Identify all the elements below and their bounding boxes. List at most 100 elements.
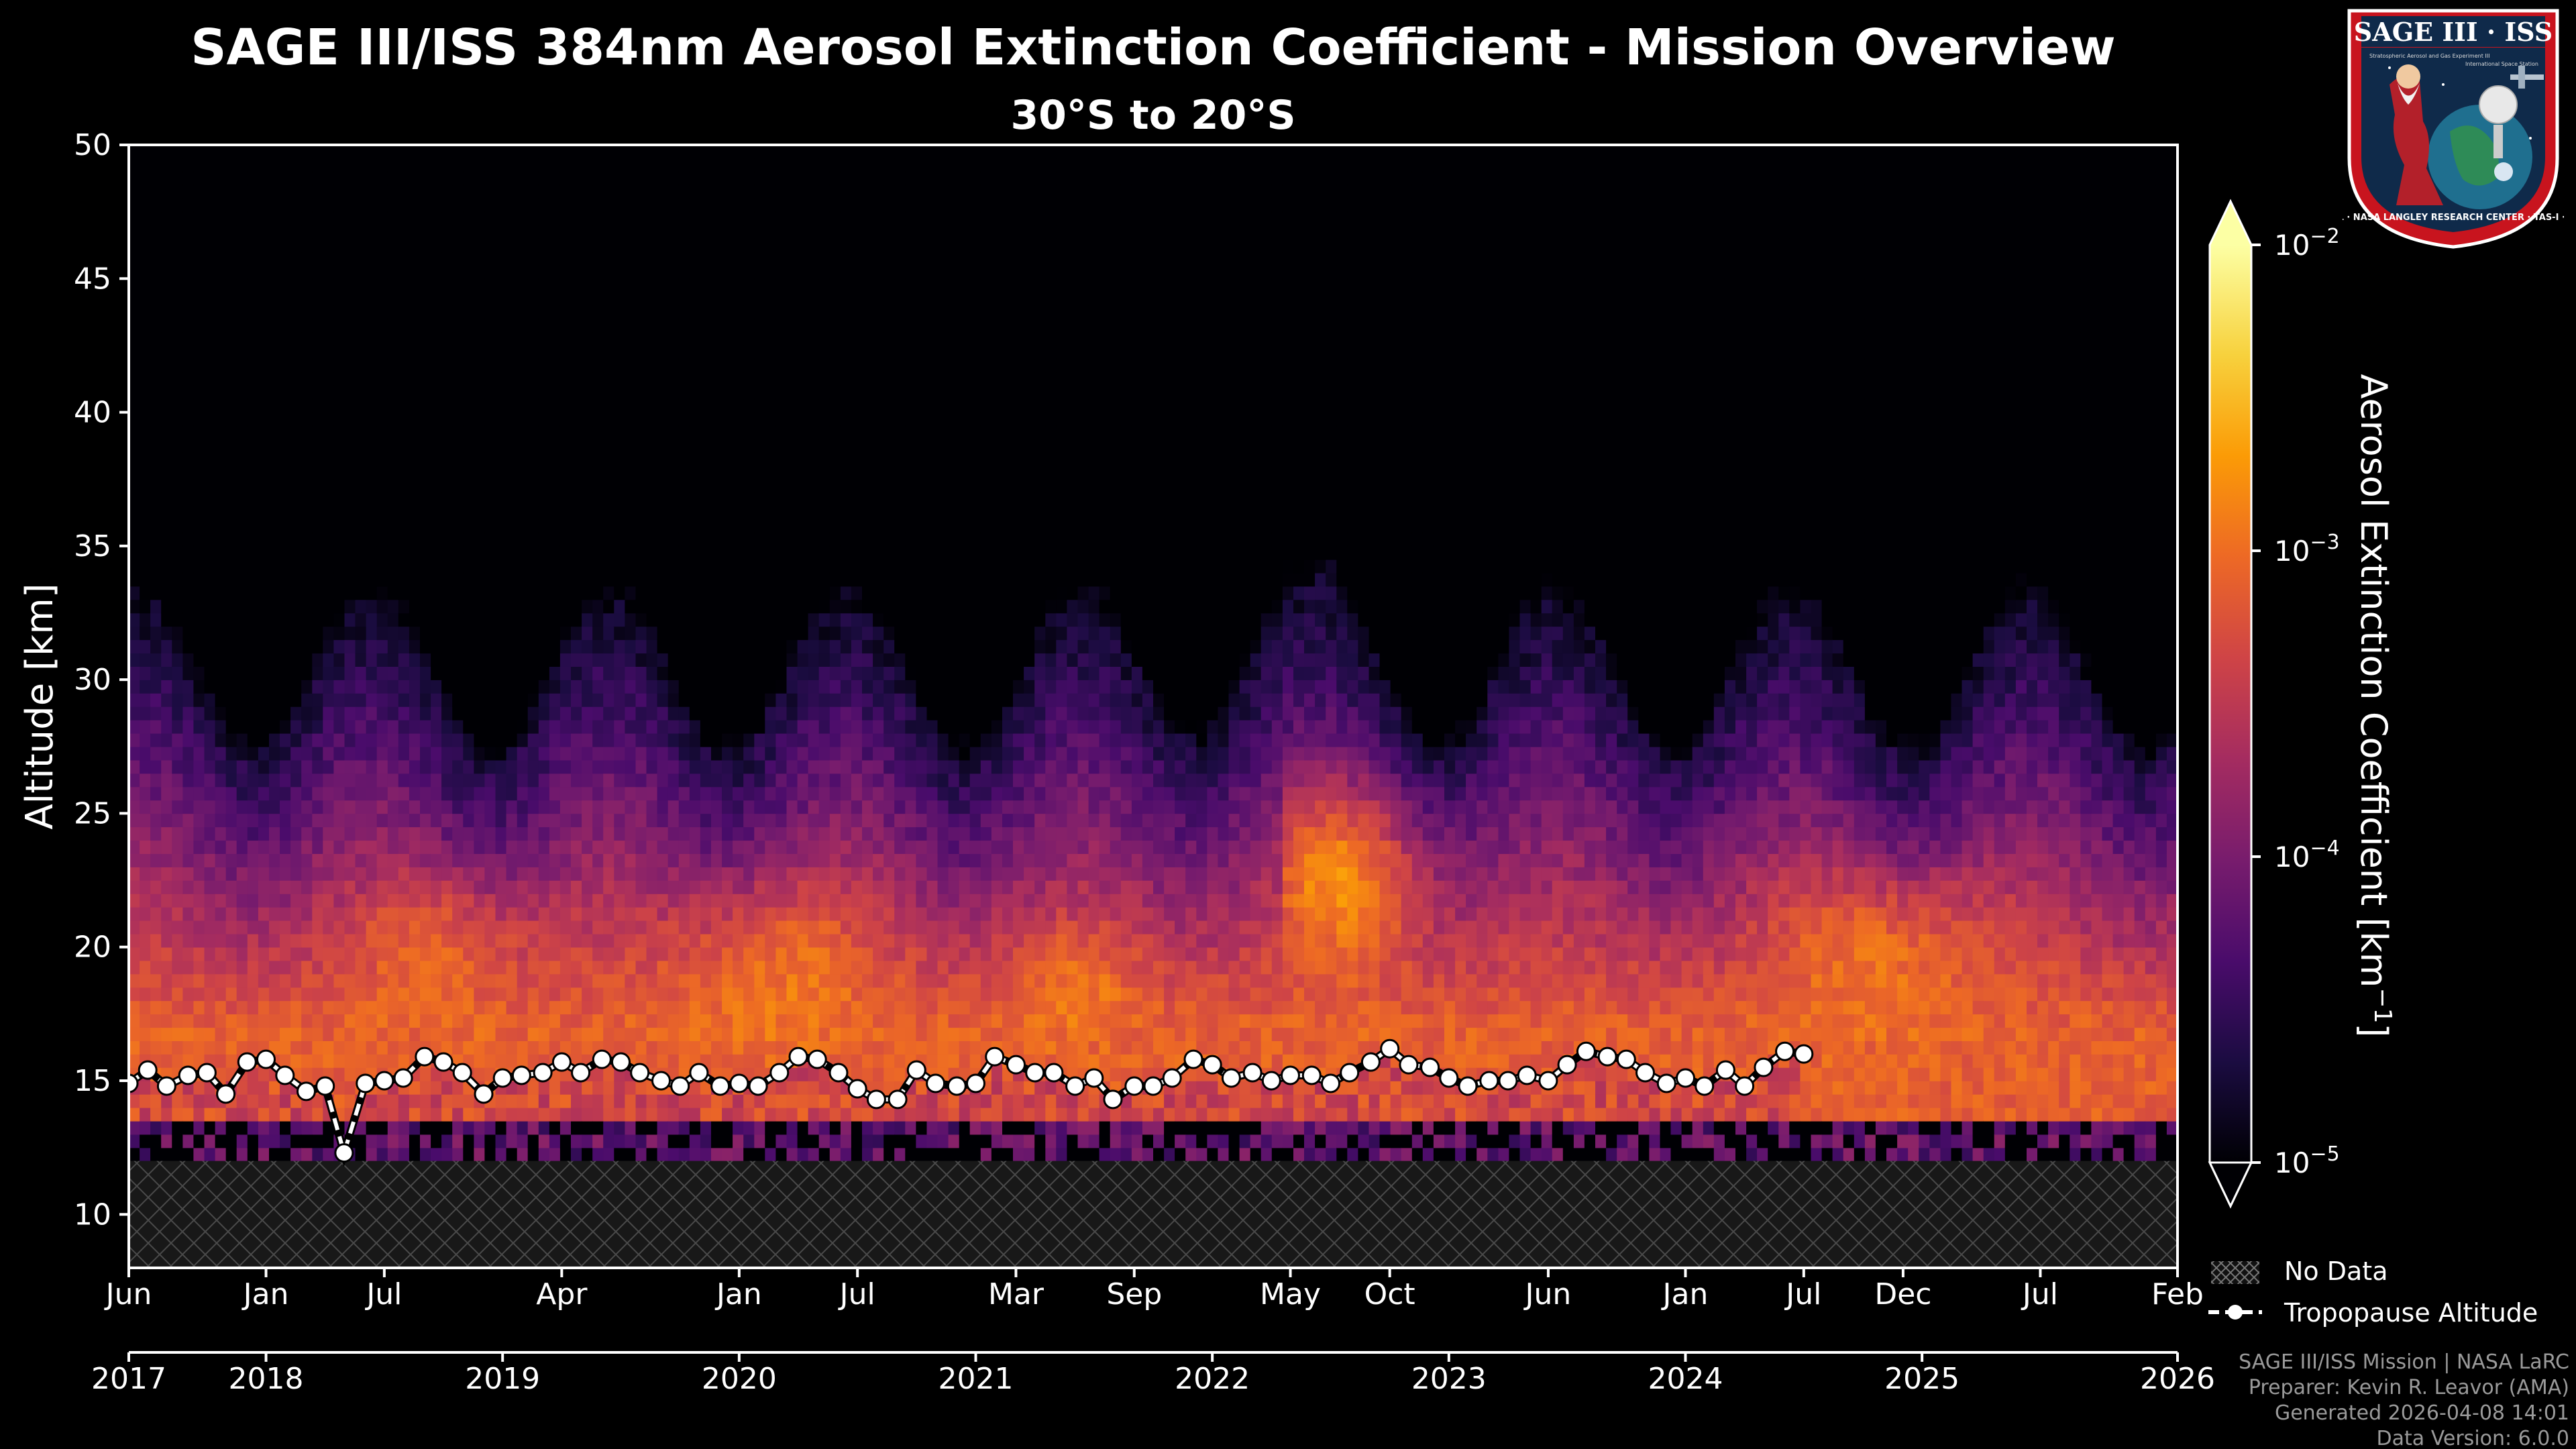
heatmap-cell [786,1014,798,1028]
heatmap-cell [484,158,496,172]
heatmap-cell [506,559,518,574]
heatmap-cell [484,184,496,199]
heatmap-cell [754,1054,766,1068]
heatmap-cell [129,1134,140,1148]
heatmap-cell [474,612,486,627]
heatmap-cell [765,973,777,988]
heatmap-cell [366,332,378,346]
heatmap-cell [527,960,539,975]
heatmap-cell [614,666,626,680]
heatmap-cell [441,1040,453,1055]
heatmap-cell [441,973,453,988]
heatmap-cell [808,746,820,761]
heatmap-cell [129,252,140,266]
heatmap-cell [614,492,626,506]
heatmap-cell [603,1067,615,1081]
heatmap-cell [506,252,518,266]
heatmap-cell [247,586,259,600]
heatmap-cell [549,559,561,574]
heatmap-cell [571,960,582,975]
heatmap-cell [150,506,162,520]
heatmap-cell [689,425,701,440]
heatmap-cell [786,933,798,948]
heatmap-cell [387,1014,399,1028]
heatmap-cell [484,305,496,319]
heatmap-cell [140,519,151,533]
heatmap-cell [376,706,388,720]
heatmap-cell [172,826,184,841]
heatmap-cell [700,345,712,360]
heatmap-cell [635,305,647,319]
heatmap-cell [603,466,615,480]
heatmap-cell [269,586,280,600]
heatmap-cell [269,1134,280,1148]
heatmap-cell [182,572,195,587]
heatmap-cell [161,1054,173,1068]
heatmap-cell [387,586,399,600]
heatmap-cell [474,719,486,734]
heatmap-cell [700,559,712,574]
heatmap-cell [387,425,399,440]
heatmap-cell [204,238,216,253]
heatmap-cell [161,867,173,881]
heatmap-cell [484,171,496,186]
heatmap-cell [614,171,626,186]
heatmap-cell [765,666,777,680]
heatmap-cell [182,693,195,707]
heatmap-cell [193,867,205,881]
heatmap-cell [711,693,722,707]
heatmap-cell [678,733,690,747]
heatmap-cell [829,933,841,948]
heatmap-cell [495,973,507,988]
heatmap-cell [129,1120,140,1135]
heatmap-cell [506,319,518,333]
heatmap-cell [376,867,388,881]
heatmap-cell [301,733,313,747]
heatmap-cell [312,813,324,828]
heatmap-cell [280,265,291,280]
heatmap-cell [571,826,582,841]
heatmap-cell [808,332,820,346]
heatmap-cell [140,425,151,440]
heatmap-cell [463,987,475,1002]
heatmap-cell [722,826,733,841]
heatmap-cell [258,680,270,694]
heatmap-cell [431,719,442,734]
heatmap-cell [247,759,259,774]
heatmap-cell [366,920,378,934]
heatmap-cell [247,158,259,172]
heatmap-cell [538,639,550,654]
heatmap-cell [635,880,647,894]
heatmap-cell [376,532,388,547]
heatmap-cell [808,1134,820,1148]
heatmap-cell [559,947,572,961]
heatmap-cell [387,840,399,854]
heatmap-cell [711,158,722,172]
heatmap-cell [420,278,431,292]
heatmap-cell [733,947,744,961]
heatmap-cell [582,439,593,453]
heatmap-cell [236,894,248,908]
heatmap-cell [366,412,378,427]
heatmap-cell [474,184,486,199]
heatmap-cell [667,1134,680,1148]
heatmap-cell [571,973,582,988]
heatmap-cell [420,466,431,480]
heatmap-cell [722,1107,733,1122]
heatmap-cell [172,412,184,427]
heatmap-cell [376,1027,388,1041]
heatmap-cell [258,398,270,413]
heatmap-cell [549,158,561,172]
heatmap-cell [646,171,658,186]
heatmap-cell [333,506,345,520]
heatmap-cell [808,319,820,333]
heatmap-cell [571,1000,582,1015]
heatmap-cell [549,840,561,854]
heatmap-cell [431,906,442,921]
heatmap-cell [140,599,151,614]
heatmap-cell [786,479,798,493]
heatmap-cell [463,198,475,213]
heatmap-cell [193,572,205,587]
heatmap-cell [431,733,442,747]
heatmap-cell [711,1014,722,1028]
